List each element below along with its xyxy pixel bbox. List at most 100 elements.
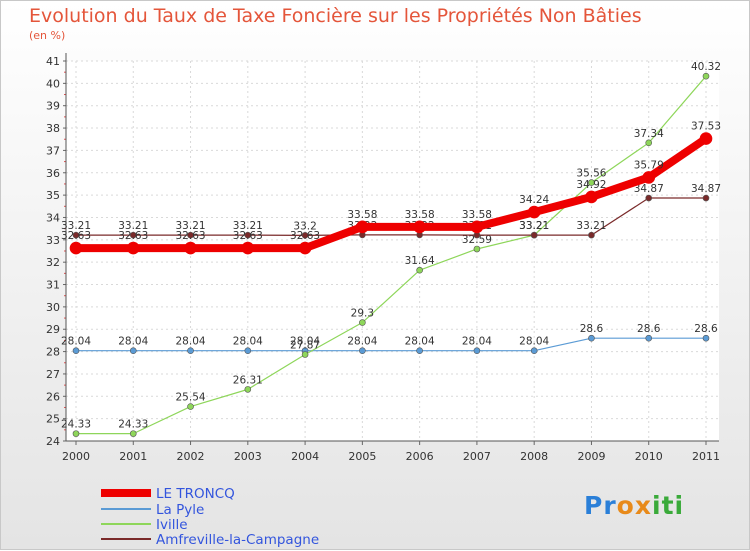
x-tick-label: 2000 xyxy=(62,450,90,463)
data-point xyxy=(72,231,80,239)
y-tick-label: 38 xyxy=(46,122,60,135)
data-label: 32.63 xyxy=(176,230,206,242)
y-tick-label: 32 xyxy=(46,256,60,269)
y-tick-label: 24 xyxy=(46,435,60,448)
data-point xyxy=(184,241,197,255)
y-tick-label: 34 xyxy=(46,211,60,224)
data-point xyxy=(298,241,312,255)
x-tick-label: 2007 xyxy=(463,450,491,463)
logo-letter-6: i xyxy=(674,491,685,520)
x-tick-label: 2002 xyxy=(177,450,205,463)
data-point xyxy=(244,347,252,354)
x-tick-label: 2006 xyxy=(406,450,434,463)
data-point xyxy=(473,245,481,253)
data-label: 28.04 xyxy=(519,336,549,348)
data-label: 40.32 xyxy=(691,61,721,73)
x-tick-label: 2005 xyxy=(348,450,376,463)
data-label: 33.21 xyxy=(61,220,91,232)
data-point xyxy=(126,241,140,255)
data-point xyxy=(187,403,194,410)
x-tick-label: 2010 xyxy=(635,450,663,463)
data-label: 28.04 xyxy=(176,336,206,348)
data-label: 35.56 xyxy=(576,168,606,180)
logo-letter-5: t xyxy=(661,491,675,520)
legend-label: Amfreville-la-Campagne xyxy=(156,532,319,548)
data-label: 28.04 xyxy=(233,336,263,348)
data-label: 34.92 xyxy=(576,179,606,191)
data-label: 24.33 xyxy=(118,419,148,431)
y-tick-label: 29 xyxy=(46,323,60,336)
x-tick-label: 2008 xyxy=(520,450,548,463)
chart-unit-label: (en %) xyxy=(29,29,66,42)
y-tick-label: 41 xyxy=(46,55,60,68)
data-label: 33.21 xyxy=(118,220,148,232)
data-label: 27.87 xyxy=(290,339,320,351)
data-point xyxy=(527,205,541,219)
data-point xyxy=(356,220,369,234)
data-point xyxy=(416,266,423,274)
y-tick-label: 35 xyxy=(46,189,60,202)
data-label: 26.31 xyxy=(233,374,263,386)
data-point xyxy=(72,347,80,354)
data-point xyxy=(129,430,137,437)
data-point xyxy=(413,220,426,234)
data-point xyxy=(588,179,595,186)
data-point xyxy=(588,231,595,239)
data-label: 33.58 xyxy=(347,209,377,221)
data-point xyxy=(702,72,710,80)
data-point xyxy=(187,347,194,354)
y-tick-label: 36 xyxy=(46,167,60,180)
data-label: 35.79 xyxy=(634,159,664,171)
data-point xyxy=(72,430,80,437)
data-point xyxy=(588,334,595,342)
y-tick-label: 28 xyxy=(46,346,60,359)
y-tick-label: 31 xyxy=(46,279,60,292)
data-point xyxy=(416,347,423,354)
series-line xyxy=(76,197,706,236)
data-label: 31.64 xyxy=(405,255,435,267)
x-tick-label: 2011 xyxy=(692,450,720,463)
series-line xyxy=(76,337,706,352)
y-tick-label: 27 xyxy=(46,368,60,381)
y-tick-label: 26 xyxy=(46,390,60,403)
data-label: 33.21 xyxy=(519,220,549,232)
data-label: 28.04 xyxy=(118,336,148,348)
data-label: 33.21 xyxy=(576,220,606,232)
data-point xyxy=(645,334,653,342)
series-line xyxy=(76,135,709,253)
data-point xyxy=(359,319,366,326)
data-label: 28.6 xyxy=(637,323,661,335)
data-point xyxy=(530,231,538,239)
data-point xyxy=(301,232,309,239)
data-label: 37.34 xyxy=(634,128,664,140)
data-point xyxy=(645,139,653,147)
data-label: 28.04 xyxy=(61,336,91,348)
data-label: 32.63 xyxy=(61,230,91,242)
data-point xyxy=(642,171,656,184)
legend-label: LE TRONCQ xyxy=(156,486,235,502)
data-point xyxy=(241,241,255,255)
data-point xyxy=(359,347,366,354)
data-point xyxy=(470,220,484,234)
data-label: 25.54 xyxy=(176,392,206,404)
logo-letter-3: x xyxy=(634,491,652,520)
data-label: 29.3 xyxy=(351,308,374,320)
data-label: 33.21 xyxy=(233,220,263,232)
data-label: 24.33 xyxy=(61,419,91,431)
data-label: 33.21 xyxy=(176,220,206,232)
y-tick-label: 33 xyxy=(46,234,60,247)
data-point xyxy=(702,194,710,202)
data-label: 28.04 xyxy=(347,336,377,348)
data-label: 28.04 xyxy=(405,336,435,348)
data-label: 34.87 xyxy=(634,183,664,195)
x-tick-label: 2001 xyxy=(119,450,147,463)
series-line xyxy=(76,75,707,435)
data-label: 32.59 xyxy=(462,234,492,246)
logo-letter-0: P xyxy=(584,491,604,520)
y-tick-label: 39 xyxy=(46,100,60,113)
data-label: 37.53 xyxy=(691,121,721,133)
data-label: 28.6 xyxy=(694,323,718,335)
y-tick-label: 37 xyxy=(46,144,60,157)
